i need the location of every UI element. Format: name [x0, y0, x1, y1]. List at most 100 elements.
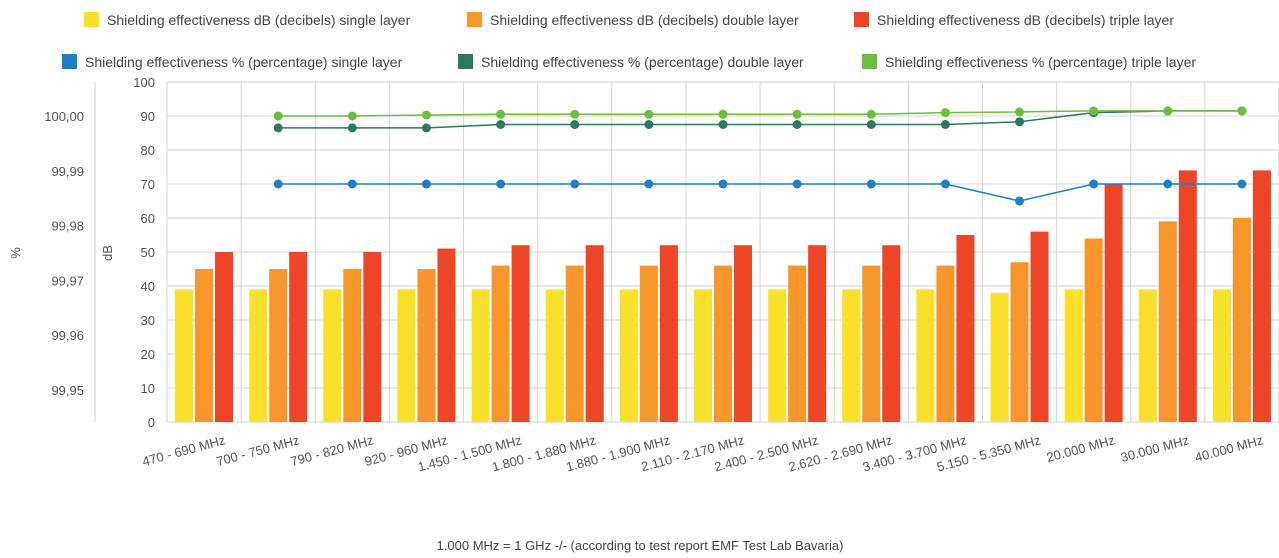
data-point[interactable]	[866, 179, 876, 189]
bar-double-layer-14[interactable]	[1232, 218, 1251, 422]
data-point[interactable]	[718, 120, 728, 129]
data-point[interactable]	[866, 120, 876, 129]
data-point[interactable]	[273, 123, 283, 133]
data-point[interactable]	[421, 123, 431, 133]
bar-double-layer-13[interactable]	[1158, 221, 1177, 422]
data-point[interactable]	[1089, 106, 1099, 116]
data-point[interactable]	[1015, 107, 1025, 117]
data-point[interactable]	[421, 179, 431, 189]
data-point[interactable]	[496, 109, 506, 119]
data-point[interactable]	[1163, 179, 1173, 189]
bar-double-layer-1[interactable]	[269, 269, 288, 422]
data-point[interactable]	[1015, 196, 1025, 206]
legend-item-shielding-effectiveness-percentage-double-layer[interactable]: Shielding effectiveness % (percentage) d…	[458, 54, 804, 70]
bar-triple-layer-10[interactable]	[956, 235, 975, 422]
data-point[interactable]	[496, 179, 506, 189]
bar-triple-layer-2[interactable]	[363, 252, 382, 422]
bar-triple-layer-4[interactable]	[511, 245, 530, 422]
legend-item-shielding-effectiveness-db-decibels-single-layer[interactable]: Shielding effectiveness dB (decibels) si…	[84, 12, 411, 28]
legend-item-shielding-effectiveness-db-decibels-triple-layer[interactable]: Shielding effectiveness dB (decibels) tr…	[854, 12, 1174, 28]
bar-double-layer-4[interactable]	[491, 265, 510, 422]
bar-double-layer-5[interactable]	[565, 265, 584, 422]
legend-swatch	[62, 54, 77, 69]
data-point[interactable]	[792, 109, 802, 119]
bar-double-layer-2[interactable]	[343, 269, 362, 422]
bar-single-layer-10[interactable]	[916, 289, 935, 422]
legend-label: Shielding effectiveness % (percentage) s…	[85, 54, 403, 70]
bar-double-layer-7[interactable]	[714, 265, 732, 422]
bar-triple-layer-12[interactable]	[1104, 184, 1123, 422]
bar-triple-layer-6[interactable]	[659, 245, 678, 422]
legend-item-shielding-effectiveness-db-decibels-double-layer[interactable]: Shielding effectiveness dB (decibels) do…	[467, 12, 799, 28]
bar-triple-layer-7[interactable]	[734, 245, 752, 422]
data-point[interactable]	[421, 110, 431, 120]
data-point[interactable]	[1089, 179, 1099, 189]
data-point[interactable]	[718, 179, 728, 189]
bar-triple-layer-0[interactable]	[215, 252, 234, 422]
data-point[interactable]	[644, 179, 654, 189]
data-point[interactable]	[570, 120, 580, 129]
bar-triple-layer-13[interactable]	[1178, 170, 1197, 422]
bar-double-layer-10[interactable]	[936, 265, 955, 422]
bar-double-layer-11[interactable]	[1010, 262, 1029, 422]
data-point[interactable]	[347, 123, 357, 133]
bar-triple-layer-8[interactable]	[808, 245, 827, 422]
bar-double-layer-0[interactable]	[195, 269, 214, 422]
data-point[interactable]	[792, 179, 802, 189]
data-point[interactable]	[792, 120, 802, 129]
data-point[interactable]	[496, 120, 506, 129]
bar-single-layer-7[interactable]	[694, 289, 712, 422]
percent-tick-label: 99,99	[51, 164, 84, 179]
data-point[interactable]	[940, 179, 950, 189]
bar-single-layer-4[interactable]	[471, 289, 490, 422]
data-point[interactable]	[347, 111, 357, 121]
bar-triple-layer-14[interactable]	[1252, 170, 1271, 422]
data-point[interactable]	[644, 120, 654, 129]
legend-label: Shielding effectiveness % (percentage) t…	[885, 54, 1196, 70]
bar-single-layer-6[interactable]	[619, 289, 638, 422]
data-point[interactable]	[570, 179, 580, 189]
bar-double-layer-6[interactable]	[639, 265, 658, 422]
data-point[interactable]	[940, 120, 950, 129]
legend-item-shielding-effectiveness-percentage-single-layer[interactable]: Shielding effectiveness % (percentage) s…	[62, 54, 403, 70]
bar-single-layer-3[interactable]	[397, 289, 416, 422]
line-series-triple-layer	[273, 106, 1247, 121]
bar-single-layer-8[interactable]	[768, 289, 787, 422]
bar-single-layer-13[interactable]	[1138, 289, 1157, 422]
data-point[interactable]	[644, 109, 654, 119]
data-point[interactable]	[1237, 179, 1247, 189]
dB-tick-label: 10	[141, 381, 155, 396]
bar-single-layer-5[interactable]	[545, 289, 564, 422]
bar-triple-layer-11[interactable]	[1030, 231, 1049, 422]
bar-double-layer-8[interactable]	[788, 265, 807, 422]
legend-swatch	[458, 54, 473, 69]
data-point[interactable]	[273, 179, 283, 189]
category-label: 30.000 MHz	[1119, 432, 1191, 465]
legend-item-shielding-effectiveness-percentage-triple-layer[interactable]: Shielding effectiveness % (percentage) t…	[862, 54, 1196, 70]
category-label: 40.000 MHz	[1193, 432, 1265, 465]
bar-single-layer-12[interactable]	[1064, 289, 1083, 422]
data-point[interactable]	[1163, 106, 1173, 116]
bar-triple-layer-3[interactable]	[437, 248, 456, 422]
bar-double-layer-3[interactable]	[417, 269, 436, 422]
data-point[interactable]	[1237, 106, 1247, 116]
bar-single-layer-0[interactable]	[175, 289, 194, 422]
bar-single-layer-11[interactable]	[990, 292, 1009, 422]
data-point[interactable]	[718, 109, 728, 119]
bar-triple-layer-5[interactable]	[585, 245, 604, 422]
data-point[interactable]	[866, 109, 876, 119]
bar-double-layer-9[interactable]	[862, 265, 881, 422]
data-point[interactable]	[940, 108, 950, 118]
bar-triple-layer-9[interactable]	[882, 245, 901, 422]
bar-single-layer-14[interactable]	[1212, 289, 1231, 422]
bar-single-layer-9[interactable]	[842, 289, 861, 422]
data-point[interactable]	[1015, 117, 1025, 127]
data-point[interactable]	[347, 179, 357, 189]
data-point[interactable]	[570, 109, 580, 119]
bar-single-layer-1[interactable]	[249, 289, 268, 422]
dB-axis: dB 0 10 20 30 40 50 60 70 80 90 100	[100, 75, 155, 430]
bar-single-layer-2[interactable]	[323, 289, 342, 422]
bar-triple-layer-1[interactable]	[289, 252, 308, 422]
bar-double-layer-12[interactable]	[1084, 238, 1103, 422]
data-point[interactable]	[273, 111, 283, 121]
